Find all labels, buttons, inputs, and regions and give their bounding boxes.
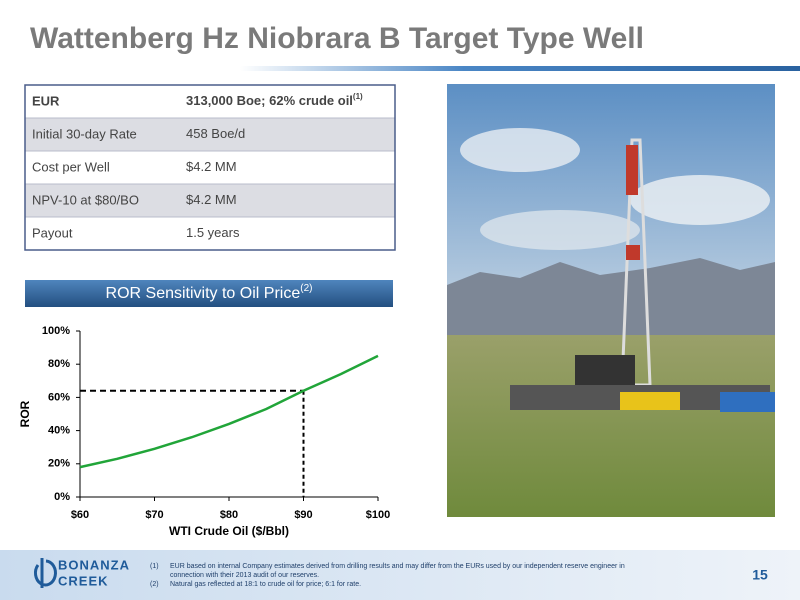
x-tick-label: $100 — [366, 509, 390, 521]
series-line — [79, 354, 379, 469]
x-tick-label: $70 — [145, 509, 163, 521]
row-value-text: 313,000 Boe; 62% crude oil — [186, 93, 353, 108]
footer-band — [0, 550, 800, 600]
row-label: NPV-10 at $80/BO — [32, 192, 139, 207]
table: EUR 313,000 Boe; 62% crude oil(1) Initial … — [24, 84, 396, 251]
footnotes: (1) EUR based on internal Company estimat… — [150, 563, 625, 588]
row-label: Payout — [32, 225, 73, 240]
row-value: 1.5 years — [186, 225, 240, 240]
footnote-marker: (2) — [150, 581, 159, 588]
row-value: $4.2 MM — [186, 159, 237, 174]
banner-text: ROR Sensitivity to Oil Price(2) — [106, 283, 313, 303]
table-row — [24, 117, 396, 152]
y-tick-label: 100% — [42, 325, 70, 337]
banner — [25, 280, 393, 307]
row-value-text: 1.5 years — [186, 225, 240, 240]
slide-title: Wattenberg Hz Niobrara B Target Type Wel… — [30, 22, 644, 55]
page-number: 15 — [752, 567, 768, 583]
y-tick-label: 40% — [48, 425, 70, 437]
row-value: 458 Boe/d — [186, 126, 245, 141]
logo-top: BONANZA — [58, 557, 130, 572]
row-label: EUR — [32, 93, 60, 108]
footnote-marker: (1) — [150, 563, 159, 570]
footnote-text: EUR based on internal Company estimates … — [170, 563, 625, 570]
y-tick-label: 80% — [48, 358, 70, 370]
row-label: Initial 30-day Rate — [32, 126, 137, 141]
y-axis-label: ROR — [18, 400, 32, 427]
logo-icon — [33, 558, 57, 588]
footnote-text: connection with their 2013 audit of our … — [170, 572, 319, 579]
y-tick-label: 20% — [48, 458, 70, 470]
table-row — [24, 84, 396, 119]
footnote-text: Natural gas reflected at 18:1 to crude o… — [170, 581, 361, 588]
row-value-text: $4.2 MM — [186, 159, 237, 174]
banner-title: ROR Sensitivity to Oil Price — [106, 285, 301, 302]
x-tick-label: $60 — [71, 509, 89, 521]
x-axis-label: WTI Crude Oil ($/Bbl) — [169, 524, 289, 538]
row-value: 313,000 Boe; 62% crude oil(1) — [186, 92, 363, 108]
x-tick-label: $80 — [220, 509, 238, 521]
row-value-text: 458 Boe/d — [186, 126, 245, 141]
y-tick-label: 60% — [48, 391, 70, 403]
x-tick-label: $90 — [294, 509, 312, 521]
row-value-text: $4.2 MM — [186, 192, 237, 207]
title-rule — [240, 66, 800, 71]
photo — [447, 84, 775, 517]
row-note: (1) — [353, 92, 363, 101]
row-label: Cost per Well — [32, 159, 110, 174]
y-tick-label: 0% — [54, 491, 70, 503]
table-border — [24, 84, 396, 251]
banner-note: (2) — [300, 283, 312, 294]
table-row — [24, 150, 396, 185]
row-value: $4.2 MM — [186, 192, 237, 207]
chart: 0% 20% 40% 60% 80% 100% $60 $70 $80 $90 $100 WTI Cr… — [18, 325, 390, 538]
logo-bottom: CREEK — [58, 573, 109, 588]
